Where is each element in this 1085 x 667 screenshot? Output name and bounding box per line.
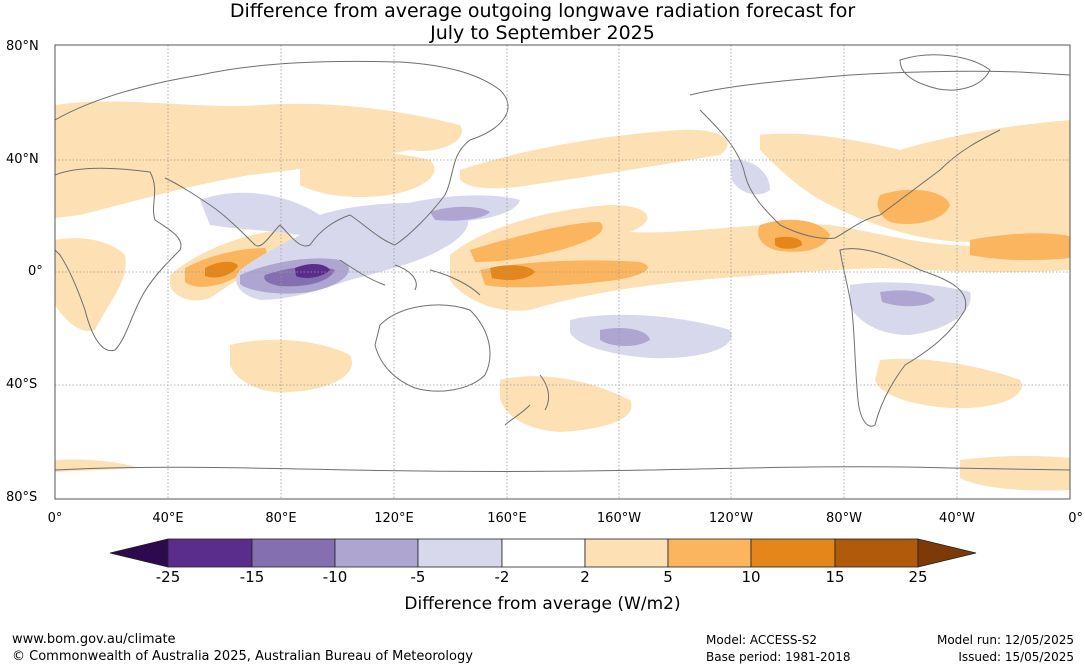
graticule	[55, 45, 1070, 499]
negative-anomaly-regions	[200, 159, 971, 359]
colorbar-tick-label: 25	[908, 568, 928, 586]
colorbar-tick-label: 2	[580, 568, 590, 586]
lat-label-equator: 0°	[28, 264, 43, 279]
colorbar-segment	[501, 538, 586, 568]
anomaly-region-moderate-pacific-north	[470, 222, 603, 262]
coastlines	[55, 54, 1070, 472]
anomaly-region-moderate-south-america	[880, 290, 935, 307]
lon-label-40e: 40°E	[152, 511, 184, 526]
colorbar	[109, 538, 977, 568]
coastline-africa	[55, 167, 182, 352]
positive-anomaly-regions	[55, 101, 1070, 491]
colorbar-tick-label: -5	[410, 568, 426, 586]
footer-url: www.bom.gov.au/climate	[12, 632, 176, 647]
anomaly-region-moderate-south-pacific	[600, 328, 650, 346]
lon-label-120w: 120°W	[708, 511, 754, 526]
footer-model-info: Model: ACCESS-S2 Base period: 1981-2018	[706, 632, 851, 666]
colorbar-tick-label: -2	[494, 568, 510, 586]
colorbar-tick-label: 10	[741, 568, 761, 586]
lon-label-0-right: 0°	[1068, 511, 1083, 526]
anomaly-region-southern-ocean	[55, 455, 1070, 491]
coastline-maritime-continent	[339, 259, 481, 296]
colorbar-segment	[417, 538, 503, 568]
anomaly-region-south-atlantic	[875, 358, 1022, 409]
lon-label-160e: 160°E	[487, 511, 527, 526]
lon-label-160w: 160°W	[596, 511, 642, 526]
footer-copyright: © Commonwealth of Australia 2025, Austra…	[12, 649, 473, 664]
anomaly-region-south-pacific	[500, 376, 632, 432]
colorbar-tick-label: -15	[239, 568, 265, 586]
anomaly-region-africa	[55, 238, 126, 331]
colorbar-segment	[251, 538, 336, 568]
anomaly-region-moderate-north-pacific	[430, 206, 490, 221]
anomaly-region-southern-indian	[230, 339, 352, 393]
colorbar-extend-low	[109, 538, 169, 568]
anomaly-region-north-pacific	[460, 129, 728, 189]
anomaly-region-north-america	[760, 120, 1070, 243]
colorbar-segment	[750, 538, 836, 568]
footer-base-period: Base period: 1981-2018	[706, 650, 851, 664]
lon-label-40w: 40°W	[939, 511, 975, 526]
colorbar-extend-high	[917, 538, 977, 568]
lon-label-0-left: 0°	[47, 511, 63, 526]
anomaly-region-china	[300, 152, 435, 197]
anomaly-region-very-strong-maritime	[295, 264, 330, 278]
coastline-eurasia	[55, 60, 509, 247]
map-title-line-2: July to September 2025	[430, 22, 655, 44]
anomaly-region-south-america	[850, 282, 971, 336]
colorbar-tick-label: -25	[155, 568, 181, 586]
colorbar-segment	[334, 538, 419, 568]
colorbar-segment	[667, 538, 752, 568]
colorbar-tick-label: 15	[825, 568, 845, 586]
coastline-north-america	[689, 70, 1070, 239]
map-title-line-1: Difference from average outgoing longwav…	[229, 0, 856, 22]
anomaly-region-strong-indian	[205, 261, 238, 278]
anomaly-region-moderate-atlantic	[877, 189, 1070, 261]
footer-issued: Issued: 15/05/2025	[958, 650, 1074, 664]
coastline-australia	[374, 304, 491, 392]
footer-source: www.bom.gov.au/climate © Commonwealth of…	[12, 631, 473, 665]
lat-label-40n: 40°N	[6, 152, 39, 167]
lon-label-120e: 120°E	[374, 511, 414, 526]
anomaly-region-central-pacific-south	[570, 314, 732, 359]
colorbar-segment	[584, 538, 669, 568]
colorbar-tick-label: 5	[663, 568, 673, 586]
lat-label-80s: 80°S	[6, 490, 38, 505]
anomaly-region-mexico	[730, 159, 770, 195]
footer-model: Model: ACCESS-S2	[706, 633, 818, 647]
anomaly-region-strong-central-america	[775, 236, 803, 249]
coastline-new-zealand	[504, 374, 550, 426]
anomaly-region-equatorial-pacific-north	[450, 205, 1070, 311]
lat-label-80n: 80°N	[6, 39, 39, 54]
colorbar-title: Difference from average (W/m2)	[404, 594, 681, 614]
map-frame	[54, 44, 1071, 500]
footer-dates: Model run: 12/05/2025 Issued: 15/05/2025	[900, 632, 1074, 666]
coastline-antarctica	[55, 466, 1070, 472]
lat-label-40s: 40°S	[6, 377, 38, 392]
map-area	[55, 45, 1070, 499]
anomaly-region-strong-pacific	[490, 265, 535, 280]
colorbar-segment	[167, 538, 253, 568]
colorbar-segment	[834, 538, 919, 568]
lon-label-80w: 80°W	[826, 511, 862, 526]
footer-model-run: Model run: 12/05/2025	[936, 633, 1074, 647]
map-title: Difference from average outgoing longwav…	[0, 0, 1085, 44]
colorbar-tick-label: -10	[322, 568, 348, 586]
coastline-arctic-islands	[899, 54, 991, 91]
lon-label-80e: 80°E	[265, 511, 297, 526]
